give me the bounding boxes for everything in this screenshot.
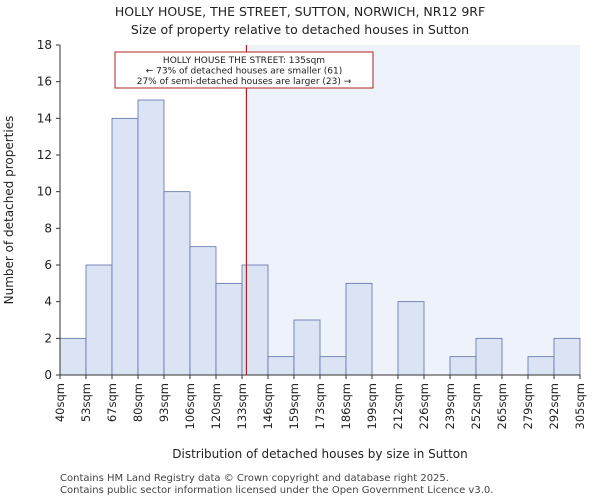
- bar-40sqm: [59, 337, 87, 376]
- x-tick-label: 239sqm: [443, 383, 457, 429]
- footer-line-2: Contains public sector information licen…: [60, 485, 494, 496]
- y-tick-label: 8: [44, 221, 52, 235]
- x-tick-label: 199sqm: [365, 383, 379, 429]
- x-tick-label: 226sqm: [417, 383, 431, 429]
- y-tick-label: 12: [37, 148, 52, 162]
- bar-106sqm: [189, 246, 217, 376]
- chart-title: HOLLY HOUSE, THE STREET, SUTTON, NORWICH…: [114, 4, 486, 19]
- y-axis-label: Number of detached properties: [2, 116, 16, 305]
- y-tick-label: 18: [37, 38, 52, 52]
- x-tick-label: 80sqm: [131, 383, 145, 422]
- y-tick-label: 14: [37, 111, 52, 125]
- x-tick-label: 146sqm: [261, 383, 275, 429]
- x-tick-label: 305sqm: [573, 383, 587, 429]
- x-tick-label: 173sqm: [313, 383, 327, 429]
- bar-146sqm: [267, 356, 295, 376]
- bar-212sqm: [397, 301, 425, 376]
- y-tick-label: 10: [37, 185, 52, 199]
- x-axis-label: Distribution of detached houses by size …: [172, 447, 467, 461]
- y-tick-label: 0: [44, 368, 52, 382]
- x-tick-label: 265sqm: [495, 383, 509, 429]
- x-tick-label: 93sqm: [157, 383, 171, 422]
- bar-93sqm: [163, 191, 191, 376]
- bar-239sqm: [449, 356, 477, 376]
- bar-292sqm: [553, 337, 581, 376]
- bar-53sqm: [85, 264, 113, 376]
- chart-subtitle: Size of property relative to detached ho…: [130, 22, 470, 37]
- annotation-line3: 27% of semi-detached houses are larger (…: [137, 77, 352, 87]
- histogram-chart: 0 2 4 6 8 10 12 14 16 18 40sqm 53sqm 67sqm 80sqm 93sqm…: [2, 38, 587, 461]
- bar-279sqm: [527, 356, 555, 376]
- x-tick-label: 159sqm: [287, 383, 301, 429]
- annotation-line2: ← 73% of detached houses are smaller (61…: [146, 67, 343, 77]
- bar-80sqm: [137, 99, 165, 376]
- y-tick-label: 4: [44, 295, 52, 309]
- x-tick-label: 40sqm: [53, 383, 67, 422]
- x-tick-label: 120sqm: [209, 383, 223, 429]
- x-tick-label: 53sqm: [79, 383, 93, 422]
- bar-159sqm: [293, 319, 321, 376]
- x-tick-label: 252sqm: [469, 383, 483, 429]
- bar-173sqm: [319, 356, 347, 376]
- bar-252sqm: [475, 337, 503, 376]
- x-tick-label: 292sqm: [547, 383, 561, 429]
- bar-120sqm: [215, 282, 243, 376]
- x-tick-label: 212sqm: [391, 383, 405, 429]
- x-tick-label: 106sqm: [183, 383, 197, 429]
- bar-186sqm: [345, 282, 373, 376]
- y-tick-label: 2: [44, 331, 52, 345]
- y-tick-label: 6: [44, 258, 52, 272]
- annotation-box: [114, 51, 374, 89]
- x-tick-label: 186sqm: [339, 383, 353, 429]
- y-tick-label: 16: [37, 75, 52, 89]
- footer-line-1: Contains HM Land Registry data © Crown c…: [60, 473, 449, 484]
- annotation-line1: HOLLY HOUSE THE STREET: 135sqm: [163, 56, 325, 66]
- x-tick-label: 133sqm: [235, 383, 249, 429]
- bar-67sqm: [111, 117, 139, 376]
- x-tick-label: 279sqm: [521, 383, 535, 429]
- x-tick-label: 67sqm: [105, 383, 119, 422]
